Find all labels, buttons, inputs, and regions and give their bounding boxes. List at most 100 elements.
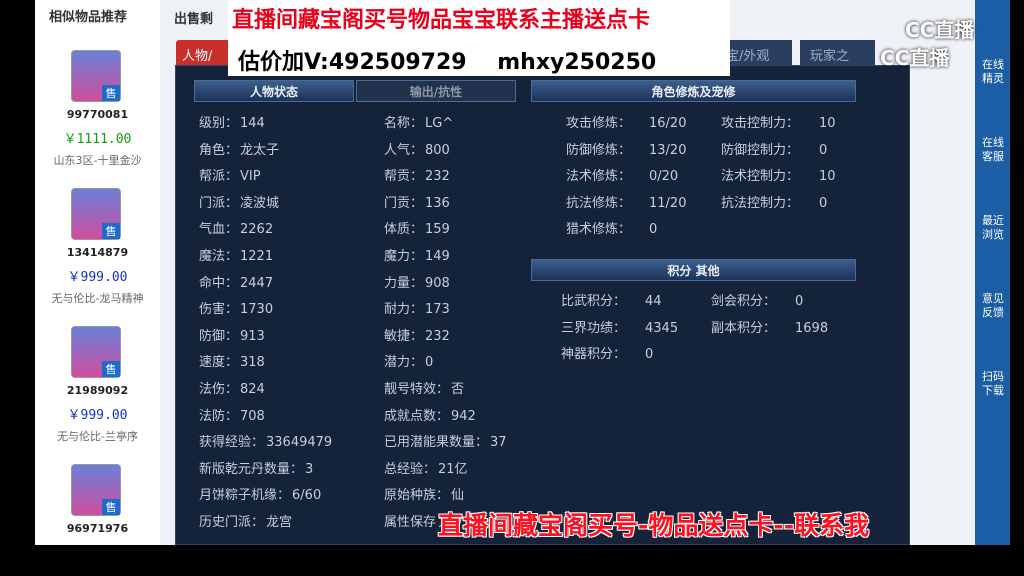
stat-label: 抗法修炼： [566, 195, 632, 211]
stat-label: 命中： [199, 275, 239, 291]
stat-row: 攻击控制力： 10 [721, 112, 836, 131]
stat-label: 猎术修炼： [566, 222, 632, 238]
nav-item[interactable]: 意见反馈 [982, 292, 1004, 319]
stat-label: 法伤： [199, 382, 239, 397]
stat-row: 敏捷： 232 [384, 325, 450, 344]
stat-value: 否 [451, 382, 465, 397]
sale-badge: 售 [102, 85, 120, 101]
nav-item[interactable]: 扫码下载 [982, 370, 1004, 397]
stat-row: 新版乾元丹数量： 3 [199, 458, 313, 477]
stat-row: 防御： 913 [199, 325, 265, 344]
stat-row: 伤害： 1730 [199, 298, 273, 317]
section-header: 角色修炼及宠修 [531, 80, 856, 102]
header-title: 出售剩 [174, 12, 214, 27]
stat-row: 法防： 708 [199, 405, 265, 424]
stat-value: 龙宫 [266, 515, 293, 530]
stat-row: 抗法控制力： 0 [721, 192, 827, 211]
tab[interactable]: 宝/外观 [720, 40, 792, 66]
stat-row: 原始种族：仙 [384, 484, 464, 503]
stat-label: 法术修炼： [566, 169, 632, 185]
stat-value: 11/20 [649, 195, 687, 211]
stat-value: 913 [240, 328, 265, 344]
nav-item[interactable]: 最近浏览 [982, 214, 1004, 241]
stat-label: 伤害： [199, 302, 239, 318]
stat-label: 比武积分： [561, 294, 627, 309]
stat-row: 帮贡： 232 [384, 165, 450, 184]
stat-value: 232 [425, 169, 450, 185]
stat-label: 法防： [199, 408, 239, 424]
section-header: 积分 其他 [531, 259, 856, 281]
stat-label: 已用潜能果数量： [384, 435, 489, 451]
stat-label: 获得经验： [199, 435, 265, 451]
stat-value: 149 [425, 249, 450, 264]
stat-label: 帮贡： [384, 169, 424, 185]
avatar[interactable]: 售 [71, 50, 121, 102]
stat-row: 历史门派： 龙宫 [199, 511, 292, 530]
stat-row: 神器积分： 0 [561, 343, 653, 362]
stat-value: 0 [645, 347, 654, 363]
stat-row: 已用潜能果数量： 37 [384, 431, 507, 450]
stat-label: 新版乾元丹数量： [199, 461, 304, 477]
tab[interactable]: 玩家之 [800, 40, 875, 66]
stat-value: 0 [819, 142, 828, 158]
logo: CC直播 [905, 18, 975, 42]
stat-label: 门贡： [384, 195, 424, 211]
stat-row: 抗法修炼： 11/20 [566, 192, 686, 211]
avatar[interactable]: 售 [71, 464, 121, 516]
stat-value: 232 [425, 328, 450, 344]
stat-label: 潜力： [384, 355, 424, 371]
stat-row: 法伤： 824 [199, 378, 265, 397]
nav-item[interactable]: 在线精灵 [982, 58, 1004, 85]
stat-row: 月饼粽子机缘： 6/60 [199, 484, 321, 503]
recommend-sidebar: 相似物品推荐 售 99770081 ￥1111.00 山东3区-十里金沙售 134148… [35, 0, 160, 545]
stat-label: 体质： [384, 222, 424, 238]
right-nav: 在线精灵在线客服最近浏览意见反馈扫码下载 [975, 0, 1010, 545]
stat-row: 名称： LG^ [384, 112, 453, 131]
section-tab[interactable]: 输出/抗性 [356, 80, 516, 102]
item-price: ￥999.00 [67, 408, 128, 423]
stat-label: 气血： [199, 222, 239, 238]
section-tab[interactable]: 人物状态 [194, 80, 354, 102]
banner-line: 估价加V:492509729 mhxy250250 [238, 50, 657, 75]
stat-value: 33649479 [266, 435, 333, 451]
item-price: ￥999.00 [67, 270, 128, 285]
sale-badge: 售 [102, 223, 120, 239]
avatar[interactable]: 售 [71, 188, 121, 240]
stat-label: 靓号特效： [384, 382, 450, 397]
stat-label: 成就点数： [384, 408, 450, 424]
stat-row: 角色： 龙太子 [199, 139, 279, 158]
stat-row: 魔法： 1221 [199, 245, 273, 264]
stat-row: 总经验： 21亿 [384, 458, 468, 477]
item-id: 13414879 [66, 246, 129, 259]
stat-label: 攻击控制力： [721, 116, 800, 131]
stat-value: 16/20 [649, 116, 687, 131]
stat-row: 属性保存 力,力量 [384, 511, 481, 530]
stat-row: 潜力： 0 [384, 351, 433, 370]
stat-row: 成就点数： 942 [384, 405, 476, 424]
stat-value: 824 [240, 382, 265, 397]
sidebar-title: 相似物品推荐 [49, 10, 128, 25]
stat-value: 0/20 [649, 169, 679, 185]
nav-item[interactable]: 在线客服 [982, 136, 1004, 163]
stat-label: 三界功绩： [561, 320, 627, 336]
stat-value: 龙太子 [240, 142, 280, 158]
stat-value: 908 [425, 275, 450, 291]
avatar[interactable]: 售 [71, 326, 121, 378]
stat-row: 法术控制力： 10 [721, 165, 836, 184]
stat-value: 力,力量 [438, 515, 482, 530]
stat-row: 魔力： 149 [384, 245, 450, 264]
role-panel: 人物状态 输出/抗性 角色修炼及宠修 积分 其他 级别： 144 名称： LG^ 角色：… [175, 65, 910, 545]
stat-label: 名称： [384, 116, 424, 131]
logo: CC直播 [880, 46, 950, 70]
tab[interactable]: 人物/ [176, 40, 236, 66]
stat-row: 帮派： VIP [199, 165, 261, 184]
stat-label: 人气： [384, 142, 424, 158]
stat-value: 159 [425, 222, 450, 238]
sale-badge: 售 [102, 499, 120, 515]
stat-value: 173 [425, 302, 450, 318]
stat-value: LG^ [425, 116, 454, 131]
stat-value: 708 [240, 408, 265, 424]
stat-value: 0 [795, 294, 804, 309]
stat-value: 凌波城 [240, 195, 280, 211]
